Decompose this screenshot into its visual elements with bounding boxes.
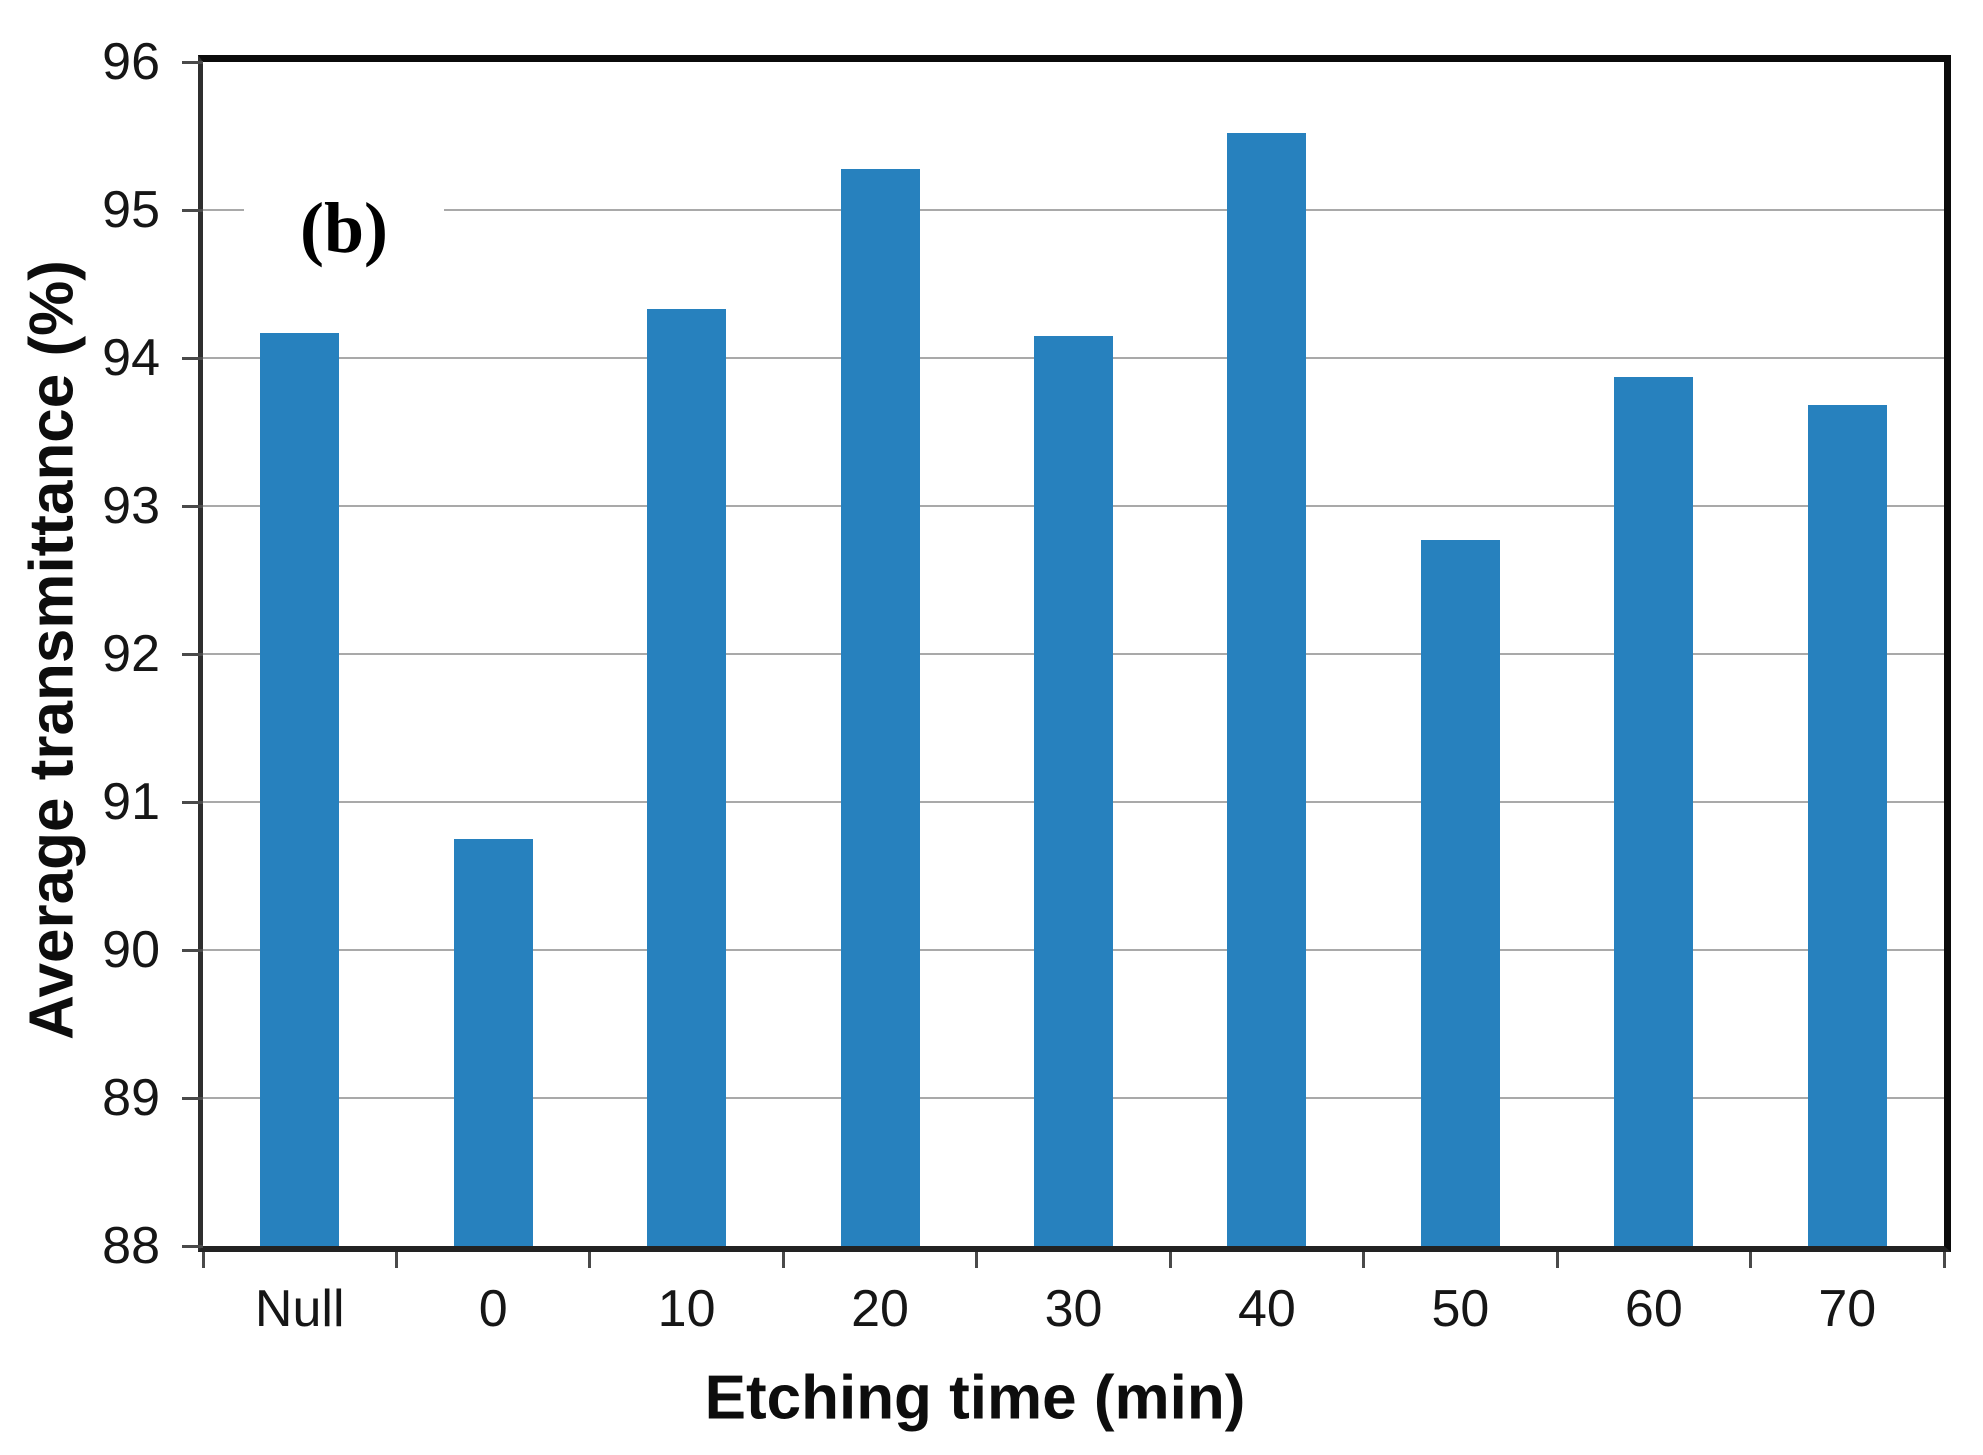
x-tick-label: 60 [1624,1280,1683,1338]
x-tick-label: 50 [1431,1280,1490,1338]
x-tick-label: 40 [1238,1280,1296,1338]
x-axis-tick [1555,1252,1559,1268]
x-axis-tick [1749,1252,1753,1268]
x-axis-tick [394,1252,398,1268]
bar [840,168,920,1246]
figure-label: (b) [244,152,444,304]
y-axis-tick [182,948,203,952]
y-tick-label: 96 [102,33,160,91]
bar [1034,335,1113,1246]
y-axis-tick [182,652,203,656]
y-tick-label: 89 [102,1069,160,1127]
y-axis-tick [182,504,203,508]
bar [1227,133,1307,1246]
y-axis-tick [182,60,203,64]
x-axis-tick [781,1252,785,1268]
y-tick-label: 94 [102,329,160,387]
x-tick-label: 70 [1818,1280,1877,1338]
x-tick-label: 0 [478,1280,508,1338]
bar [1420,540,1500,1246]
x-axis-tick [1168,1252,1172,1268]
y-tick-label: 93 [102,477,160,535]
y-tick-label: 88 [102,1217,160,1275]
bar [1614,377,1694,1246]
y-axis-tick [182,1096,203,1100]
x-tick-label: Null [254,1280,345,1338]
x-tick-label: 10 [657,1280,716,1338]
y-axis-tick [182,1244,203,1248]
bar [260,332,340,1246]
y-axis-tick [182,208,203,212]
y-axis-tick [182,356,203,360]
y-tick-label: 91 [102,773,160,831]
x-tick-label: 30 [1044,1280,1103,1338]
x-axis-title: Etching time (min) [704,1363,1246,1433]
plot-area [198,55,1951,1252]
x-tick-label: 20 [851,1280,909,1338]
bar [1807,405,1887,1246]
x-axis-tick [588,1252,592,1268]
y-tick-label: 92 [102,625,160,683]
bar [453,839,533,1246]
x-axis-tick [975,1252,979,1268]
x-axis-tick [1942,1252,1946,1268]
y-tick-label: 95 [102,181,160,239]
x-axis-tick [1362,1252,1366,1268]
y-tick-label: 90 [102,921,160,979]
y-axis-tick [182,800,203,804]
x-axis-tick [201,1252,205,1268]
bar [647,309,727,1246]
gridline [203,209,1944,211]
